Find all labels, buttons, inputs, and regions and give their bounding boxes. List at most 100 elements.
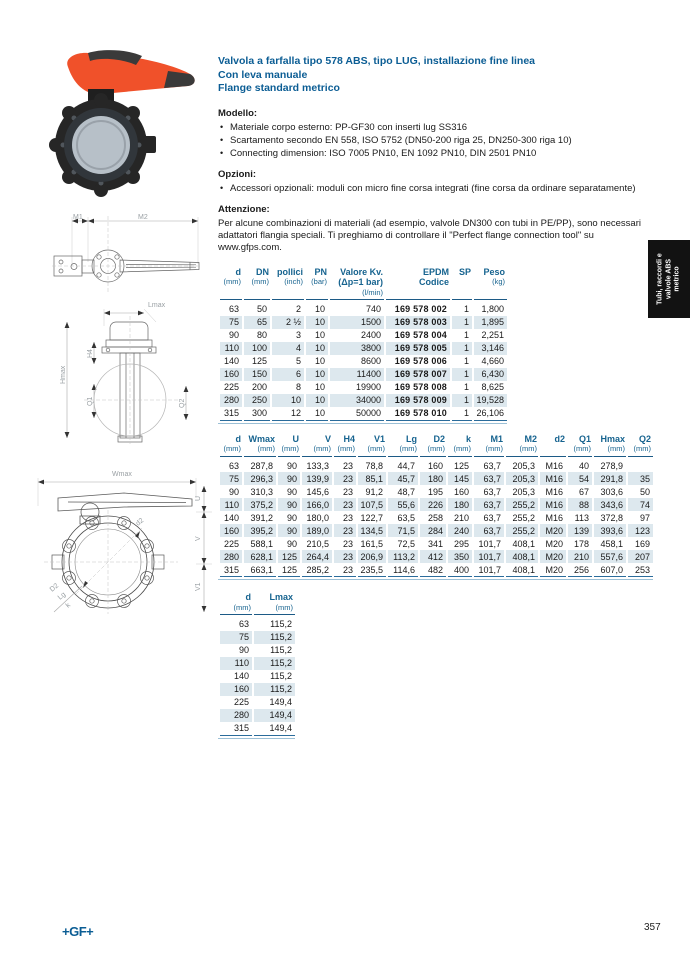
table-cell: 150: [242, 367, 271, 381]
table-cell: 44,7: [386, 456, 419, 472]
table-cell: 1: [450, 393, 473, 407]
table-cell: 225: [218, 537, 243, 550]
dim-label-q1: Q1: [87, 397, 94, 406]
table-cell: 125: [276, 563, 301, 577]
table-cell: 10: [304, 328, 329, 342]
attenzione-text: Per alcune combinazioni di materiali (ad…: [218, 217, 641, 253]
table-cell: 139: [566, 524, 593, 537]
table-row: 75 296,3 90 139,9 23 85,1 45,7 180 145 63,7 205,3 M…: [218, 472, 653, 485]
table-cell: 50000: [328, 406, 385, 420]
main-content: Valvola a farfalla tipo 578 ABS, tipo LU…: [218, 55, 658, 739]
bullet-item: Connecting dimension: ISO 7005 PN10, EN …: [218, 147, 658, 160]
table-cell: 8,625: [472, 380, 507, 394]
table-cell: 160: [418, 456, 447, 472]
table-cell: 12: [270, 406, 305, 420]
table-cell: 72,5: [386, 537, 419, 550]
column-header: M2 (mm): [505, 433, 539, 457]
table-cell: 115,2: [252, 656, 295, 670]
table-cell: 280: [218, 393, 243, 407]
dim-label-v1: V1: [195, 582, 202, 591]
table-cell: 3800: [328, 341, 385, 355]
table-cell: 90: [276, 537, 301, 550]
opzioni-heading: Opzioni:: [218, 168, 256, 180]
column-header: d (mm): [219, 592, 253, 615]
bullet-item: Accessori opzionali: moduli con micro fi…: [218, 182, 658, 195]
dimensions-table-wrap: d (mm) Wmax (mm) U (mm) V (mm) H4 (mm) V1 (mm) Lg (mm…: [218, 433, 653, 580]
table-cell: 341: [418, 537, 447, 550]
table-cell: 1: [450, 315, 473, 329]
table-cell: 206,9: [356, 550, 387, 563]
table-cell: 23: [332, 472, 357, 485]
table-cell: 10: [304, 406, 329, 420]
table-cell: 115,2: [252, 669, 295, 683]
table-cell: 113: [566, 511, 593, 524]
table-cell: 133,3: [300, 456, 333, 472]
table-cell: 23: [332, 537, 357, 550]
table-cell: 2: [270, 299, 305, 316]
table-cell: 2,251: [472, 328, 507, 342]
table-cell: 88: [566, 498, 593, 511]
table-cell: 393,6: [592, 524, 627, 537]
column-header: Lmax (mm): [253, 592, 295, 615]
table-cell: 663,1: [242, 563, 277, 577]
table-cell: 50: [626, 485, 653, 498]
section-tab-line-1: Tubi, raccordi e: [656, 253, 664, 305]
table-cell: 63,5: [386, 511, 419, 524]
table-cell: 140: [218, 354, 243, 368]
table-cell: 110: [218, 341, 243, 355]
lmax-table-wrap: d (mm) Lmax (mm) 63 115,2 75 115,2 90 115,2 110 115…: [218, 592, 295, 739]
section-tab-line-3: metrico: [673, 266, 681, 292]
title-line-2: Con leva manuale: [218, 68, 308, 81]
table-cell: 5: [270, 354, 305, 368]
table-cell: M20: [538, 563, 567, 577]
table-cell: 3,146: [472, 341, 507, 355]
column-header: Peso (kg): [473, 266, 507, 300]
table-cell: M16: [538, 485, 567, 498]
table-cell: [626, 456, 653, 472]
table-cell: 1,800: [472, 299, 507, 316]
table-cell: 169: [626, 537, 653, 550]
table-cell: M20: [538, 537, 567, 550]
column-header: d2: [539, 433, 567, 457]
table-cell: 169 578 008: [384, 380, 451, 394]
column-header: V1 (mm): [357, 433, 387, 457]
table-row: 225 588,1 90 210,5 23 161,5 72,5 341 295 101,7 408…: [218, 537, 653, 550]
column-header: DN (mm): [243, 266, 271, 300]
table-cell: 48,7: [386, 485, 419, 498]
table-cell: 125: [276, 550, 301, 563]
table-cell: 63,7: [472, 498, 505, 511]
table-cell: 278,9: [592, 456, 627, 472]
table-cell: M16: [538, 456, 567, 472]
side-view-drawing: Lmax Hmax H4 Q1 Q2: [60, 302, 189, 444]
header-row: d (mm) DN (mm) pollici (inch) PN (bar) Valore Kv…: [219, 266, 507, 300]
table-row: 63 115,2: [218, 614, 295, 631]
table-cell: 10: [304, 380, 329, 394]
lmax-table: d (mm) Lmax (mm) 63 115,2 75 115,2 90 115,2 110 115…: [218, 592, 295, 736]
table-cell: 110: [218, 656, 253, 670]
column-header: pollici (inch): [271, 266, 305, 300]
table-cell: 205,3: [504, 456, 539, 472]
table-cell: 315: [218, 406, 243, 420]
table-cell: 100: [242, 341, 271, 355]
table-cell: 253: [626, 563, 653, 577]
table-cell: 291,8: [592, 472, 627, 485]
table-cell: 6,430: [472, 367, 507, 381]
table-cell: 180: [418, 472, 447, 485]
table-cell: 19900: [328, 380, 385, 394]
column-header: U (mm): [277, 433, 301, 457]
table-cell: 90: [218, 328, 243, 342]
table-cell: 169 578 010: [384, 406, 451, 420]
table-cell: 125: [242, 354, 271, 368]
table-cell: 169 578 005: [384, 341, 451, 355]
table-cell: 2400: [328, 328, 385, 342]
table-cell: 65: [242, 315, 271, 329]
table-cell: 1,895: [472, 315, 507, 329]
table-cell: 315: [218, 721, 253, 735]
table-cell: 10: [270, 393, 305, 407]
table-cell: 225: [218, 695, 253, 709]
table-cell: 10: [304, 341, 329, 355]
table-cell: 63: [218, 456, 243, 472]
title-line-1: Valvola a farfalla tipo 578 ABS, tipo LU…: [218, 55, 536, 67]
column-header: EPDM Codice: [385, 266, 451, 300]
table-cell: 391,2: [242, 511, 277, 524]
